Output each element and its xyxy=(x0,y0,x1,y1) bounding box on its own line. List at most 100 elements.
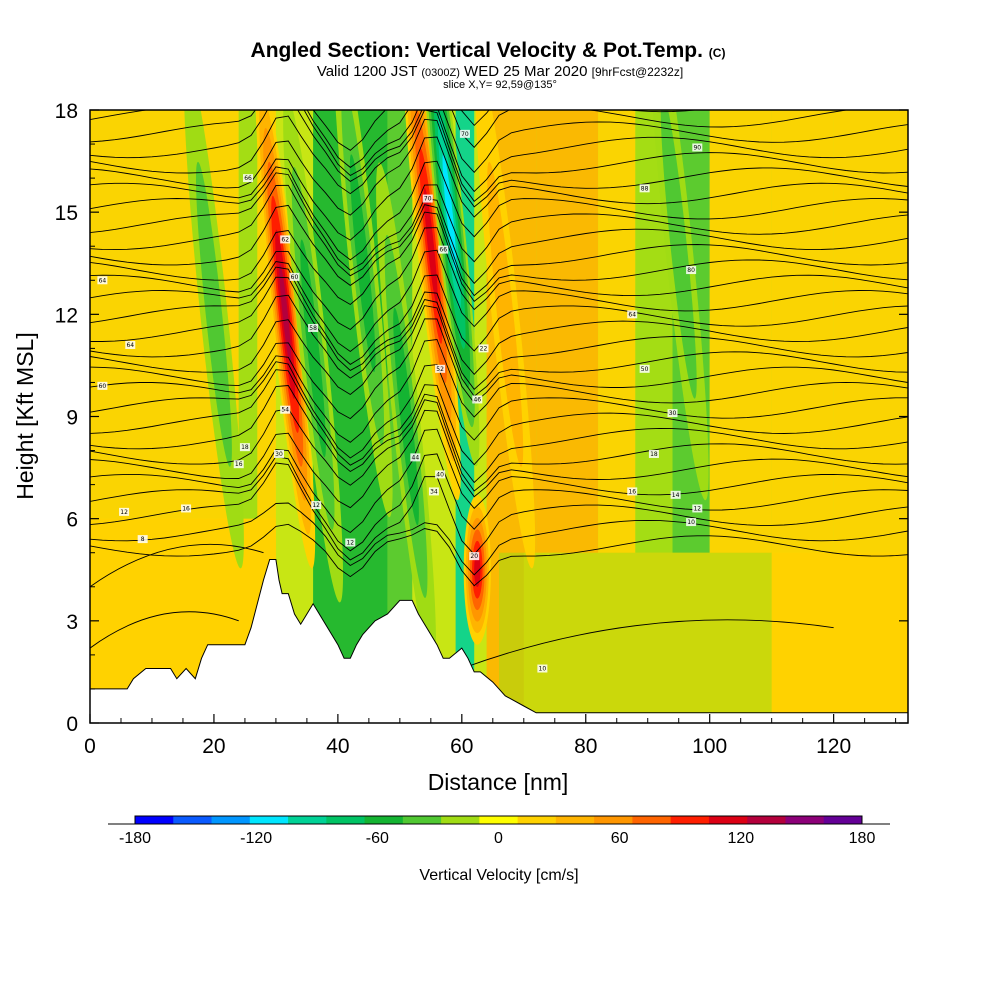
x-axis: 0 20 40 60 80 100 120 xyxy=(84,714,897,758)
colorbar-tick-label: 180 xyxy=(849,830,876,847)
colorbar-tick-label: 0 xyxy=(494,830,503,847)
contour-label-text: 66 xyxy=(244,175,252,182)
colorbar-swatch xyxy=(364,816,404,824)
colorbar-swatch xyxy=(594,816,633,824)
colorbar: -180 -120 -60 0 60 120 180 xyxy=(108,815,890,847)
valid-time: Valid 1200 JST xyxy=(317,63,417,80)
contour-label-bg xyxy=(469,552,480,561)
colorbar-swatch xyxy=(747,816,786,824)
x-tick-label: 60 xyxy=(450,735,473,758)
theta-contour xyxy=(90,211,908,306)
low-level-weak-downdraft xyxy=(499,552,772,723)
contour-label-bg xyxy=(639,184,650,193)
contour-label: 22 xyxy=(478,344,489,353)
contour-label-text: 70 xyxy=(461,131,469,138)
theta-contour xyxy=(90,118,908,216)
contour-label: 30 xyxy=(667,409,678,418)
contour-label: 90 xyxy=(692,143,703,152)
contour-label: 60 xyxy=(97,381,108,390)
theta-contour xyxy=(90,110,851,168)
contour-label: 12 xyxy=(692,504,703,513)
contour-label-text: 88 xyxy=(641,185,649,192)
contour-label-bg xyxy=(422,194,433,203)
contour-label-bg xyxy=(233,460,244,469)
contour-label-bg xyxy=(692,504,703,513)
y-tick-label: 12 xyxy=(55,304,78,327)
theta-contour xyxy=(90,428,908,534)
contour-label-bg xyxy=(639,364,650,373)
contour-label-text: 58 xyxy=(309,325,317,332)
contour-label: 70 xyxy=(422,194,433,203)
colorbar-tick-label: -60 xyxy=(366,830,389,847)
contour-label: 44 xyxy=(410,453,421,462)
colorbar-swatch xyxy=(708,816,748,824)
contour-label-text: 64 xyxy=(126,342,134,349)
contour-label-bg xyxy=(410,453,421,462)
plot-area: 66 64 64 60 70 70 66 62 60 58 54 30 22 52 46 44 40 34 18 16… xyxy=(90,110,908,723)
theta-contour xyxy=(90,409,908,509)
contour-label-bg xyxy=(280,235,291,244)
theta-contour xyxy=(90,160,908,261)
contour-label-text: 40 xyxy=(436,471,444,478)
contour-label: 46 xyxy=(472,395,483,404)
velocity-plume-9 xyxy=(660,110,697,399)
contour-label-bg xyxy=(459,129,470,138)
colorbar-swatch xyxy=(479,816,519,824)
contour-label-text: 70 xyxy=(424,196,432,203)
colorbar-swatch xyxy=(288,816,327,824)
contour-label: 34 xyxy=(428,487,439,496)
x-tick-label: 40 xyxy=(326,735,349,758)
colorbar-swatch xyxy=(326,816,366,824)
theta-contour xyxy=(90,339,908,443)
contour-label-bg xyxy=(472,395,483,404)
chart-title-suffix: (C) xyxy=(709,46,726,60)
theta-contour xyxy=(90,385,908,484)
contour-label: 16 xyxy=(627,487,638,496)
contour-label-bg xyxy=(478,344,489,353)
y-tick-label: 15 xyxy=(55,202,78,225)
contour-label-bg xyxy=(97,381,108,390)
theta-contour xyxy=(90,110,908,193)
contour-label-bg xyxy=(537,664,548,673)
contour-label-text: 60 xyxy=(291,274,299,281)
contour-label-bg xyxy=(243,174,254,183)
colorbar-swatch xyxy=(670,816,710,824)
contour-label-bg xyxy=(692,143,703,152)
theta-contour xyxy=(90,305,908,397)
contour-label-bg xyxy=(119,507,130,516)
colorbar-swatch xyxy=(517,816,557,824)
contour-label: 20 xyxy=(469,552,480,561)
valid-time-utc: (0300Z) xyxy=(421,67,460,79)
chart-title: Angled Section: Vertical Velocity & Pot.… xyxy=(251,39,726,62)
contour-label: 16 xyxy=(233,460,244,469)
contour-label: 52 xyxy=(435,364,446,373)
contour-label: 64 xyxy=(125,340,136,349)
theta-contour xyxy=(90,502,908,576)
contour-label-text: 30 xyxy=(669,410,677,417)
colorbar-swatch xyxy=(785,816,825,824)
theta-contour xyxy=(90,204,908,297)
contour-label: 10 xyxy=(537,664,548,673)
contour-label-bg xyxy=(311,501,322,510)
contour-label-bg xyxy=(435,364,446,373)
contour-label-bg xyxy=(345,538,356,547)
y-tick-label: 6 xyxy=(66,509,78,532)
valid-date: WED 25 Mar 2020 xyxy=(464,63,587,80)
contour-label-bg xyxy=(97,276,108,285)
contour-label-text: 60 xyxy=(99,383,107,390)
theta-contour xyxy=(90,369,908,466)
y-tick-label: 9 xyxy=(66,407,78,430)
contour-label-bg xyxy=(181,504,192,513)
x-axis-label: Distance [nm] xyxy=(428,769,569,795)
y-axis-label: Height [Kft MSL] xyxy=(12,332,38,499)
contour-label: 64 xyxy=(627,310,638,319)
contour-label: 10 xyxy=(686,518,697,527)
contour-label-text: 12 xyxy=(346,540,354,547)
contour-label: 80 xyxy=(686,266,697,275)
x-tick-label: 0 xyxy=(84,735,96,758)
contour-label-text: 52 xyxy=(436,366,444,373)
contour-label-bg xyxy=(280,405,291,414)
colorbar-swatch xyxy=(135,816,174,824)
theta-contour xyxy=(90,318,908,420)
theta-contour xyxy=(90,276,908,375)
